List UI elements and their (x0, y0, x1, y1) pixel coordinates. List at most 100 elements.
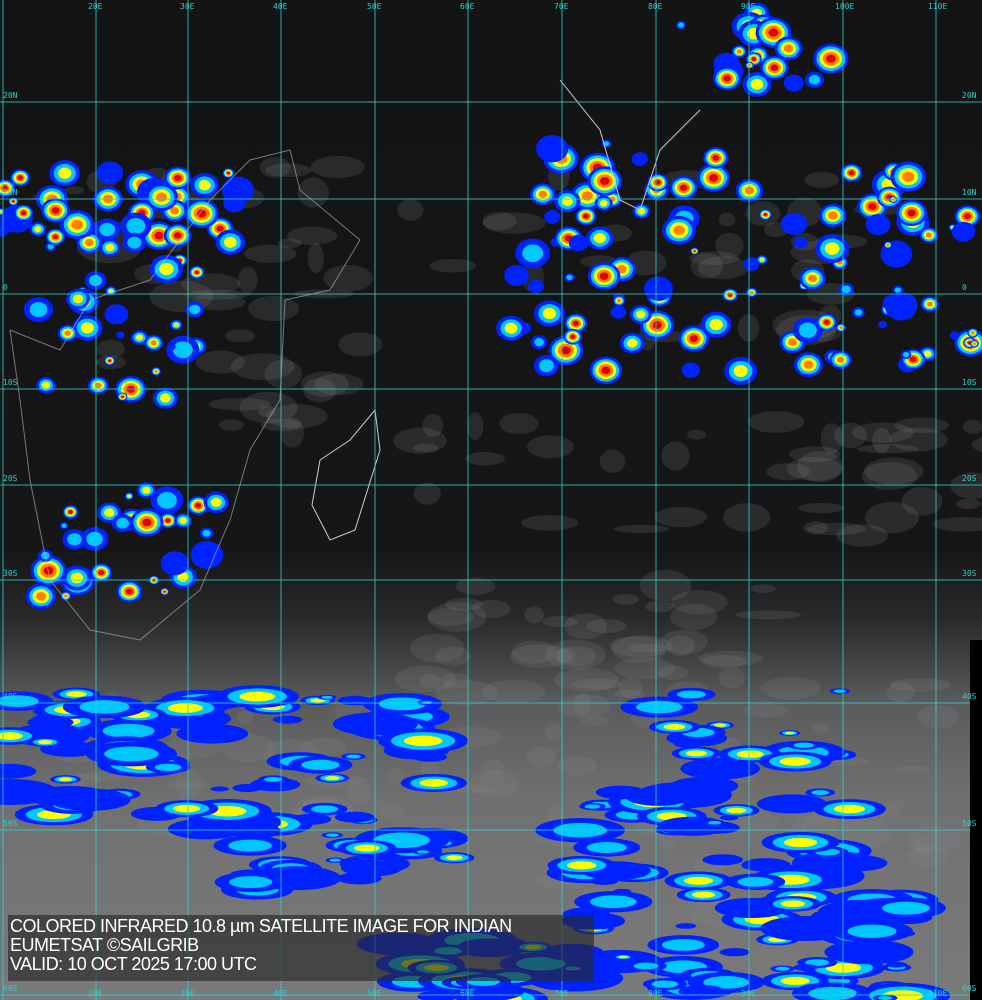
cloud-patch (742, 703, 789, 718)
cloud-patch (864, 457, 924, 485)
cloud-top (661, 939, 705, 951)
cloud-patch (244, 244, 297, 263)
cloud-top (228, 824, 281, 839)
cloud-top (878, 320, 888, 329)
cloud-top (709, 319, 723, 331)
cloud-patch (812, 723, 829, 733)
latitude-label-left: 60S (3, 984, 18, 993)
cloud-top (157, 491, 177, 509)
cloud-patch (310, 155, 365, 179)
cloud-top (793, 964, 818, 971)
cloud-top (419, 779, 448, 787)
cloud-patch (237, 266, 258, 294)
cloud-patch (286, 226, 338, 245)
cloud-top (125, 588, 133, 595)
cloud-top (94, 382, 102, 389)
cloud-patch (735, 610, 802, 620)
cloud-top (877, 996, 893, 1000)
longitude-label-top: 60E (460, 2, 475, 11)
cloud-patch (412, 443, 439, 453)
valid-time: VALID: 10 OCT 2025 17:00 UTC (10, 954, 257, 974)
cloud-patch (264, 359, 303, 389)
cloud-top (155, 192, 167, 202)
cloud-top (37, 740, 53, 745)
cloud-patch (421, 757, 439, 780)
cloud-top (679, 184, 688, 191)
cloud-patch (907, 825, 961, 854)
cloud-top (737, 876, 774, 887)
cloud-top (626, 338, 638, 348)
cloud-patch (300, 371, 349, 397)
cloud-top (61, 523, 67, 528)
cloud-top (67, 533, 82, 546)
cloud-patch (280, 417, 305, 448)
cloud-top (127, 494, 132, 498)
cloud-top (135, 334, 144, 341)
cloud-patch (786, 456, 843, 481)
cloud-patch (871, 427, 892, 454)
cloud-top (719, 948, 750, 957)
cloud-top (329, 858, 341, 862)
cloud-top (617, 298, 622, 303)
cloud-top (583, 213, 589, 219)
cloud-top (651, 980, 679, 988)
cloud-top (41, 381, 51, 389)
cloud-top (64, 594, 68, 598)
cloud-patch (671, 590, 728, 615)
cloud-patch (469, 769, 521, 798)
cloud-patch (427, 602, 487, 632)
cloud-top (633, 962, 659, 970)
cloud-patch (806, 522, 866, 536)
cloud-patch (297, 177, 329, 208)
cloud-top (12, 200, 15, 203)
cloud-top (652, 321, 662, 330)
cloud-top (689, 335, 699, 343)
cloud-patch (750, 584, 776, 594)
cloud-top (173, 804, 201, 813)
cloud-patch (230, 353, 295, 381)
cloud-top (154, 763, 182, 771)
cloud-top (750, 78, 764, 90)
cloud-top (963, 213, 971, 220)
cloud-patch (572, 678, 623, 690)
cloud-top (172, 341, 193, 359)
cloud-top (403, 735, 443, 747)
cloud-patch (307, 243, 324, 274)
latitude-label-left: 20N (3, 91, 18, 100)
cloud-top (741, 858, 791, 872)
cloud-top (229, 876, 273, 889)
cloud-patch (950, 472, 982, 500)
cloud-top (618, 955, 628, 959)
cloud-top (644, 276, 673, 301)
cloud-top (354, 844, 380, 852)
cloud-top (768, 28, 779, 37)
cloud-patch (861, 462, 918, 490)
cloud-top (167, 703, 203, 713)
cloud-patch (303, 377, 337, 403)
cloud-top (973, 342, 976, 345)
cloud-top (828, 211, 838, 220)
cloud-top (683, 876, 714, 885)
cloud-top (48, 788, 131, 811)
cloud-top (196, 209, 207, 218)
cloud-top (685, 750, 707, 757)
cloud-top (121, 395, 124, 398)
cloud-patch (558, 693, 611, 719)
cloud-patch (63, 186, 85, 195)
cloud-top (971, 331, 975, 335)
cloud-top (34, 226, 42, 233)
cloud-top (154, 231, 164, 240)
cloud-top (150, 340, 157, 346)
cloud-top (47, 243, 54, 250)
cloud-patch (455, 577, 496, 595)
cloud-patch (661, 441, 690, 471)
cloud-top (174, 174, 182, 182)
cloud-top (223, 193, 246, 213)
cloud-patch (796, 450, 844, 483)
cloud-patch (545, 639, 606, 671)
cloud-patch (394, 665, 456, 693)
cloud-patch (482, 211, 517, 231)
cloud-top (833, 689, 846, 693)
cloud-patch (841, 820, 892, 848)
cloud-top (780, 977, 810, 985)
